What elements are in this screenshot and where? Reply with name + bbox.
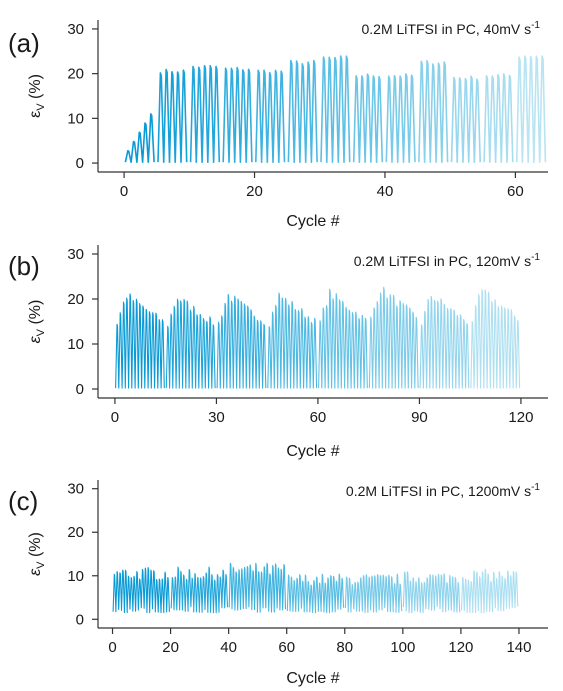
x-tick-label: 40 [220, 639, 237, 656]
series-segment-1 [112, 567, 170, 614]
x-tick-label: 0 [111, 409, 119, 426]
series-segment-6 [287, 59, 318, 163]
x-tick-label: 90 [411, 409, 428, 426]
series-segment-3 [216, 293, 267, 389]
x-tick-label: 20 [162, 639, 179, 656]
y-tick-label: 0 [76, 611, 84, 628]
series-segment-9 [385, 73, 416, 163]
chart-panel-b: 0 10 20 30 0 30 60 90 120 Cycle # εV (%) (b) 0.2M Li… [8, 245, 548, 460]
series-segment-3 [228, 562, 287, 613]
y-axis-title: εV (%) [27, 300, 47, 344]
y-tick-label: 20 [67, 291, 84, 308]
x-tick-label: 0 [108, 639, 116, 656]
x-tick-label: 140 [506, 639, 531, 656]
series-segment-4 [267, 292, 318, 389]
data-traces [124, 55, 547, 163]
series-segment-13 [515, 55, 547, 163]
x-axis-title: Cycle # [286, 213, 339, 230]
chart-panel-c: 0 10 20 30 0 20 40 60 80 100 120 140 Cycle # εV (%) (c… [8, 480, 548, 687]
y-tick-label: 0 [76, 381, 84, 398]
data-traces [115, 286, 521, 389]
series-segment-7 [419, 295, 470, 389]
y-tick-label: 30 [67, 246, 84, 263]
condition-annotation: 0.2M LiTFSI in PC, 120mV s-1 [354, 252, 541, 269]
condition-annotation: 0.2M LiTFSI in PC, 1200mV s-1 [346, 482, 541, 499]
condition-annotation: 0.2M LiTFSI in PC, 40mV s-1 [361, 20, 540, 37]
panel-label: (a) [8, 28, 40, 58]
panel-label: (b) [8, 251, 40, 281]
x-tick-label: 60 [310, 409, 327, 426]
y-tick-label: 10 [67, 110, 84, 127]
x-tick-label: 120 [508, 409, 533, 426]
y-tick-label: 10 [67, 568, 84, 585]
y-tick-label: 10 [67, 336, 84, 353]
series-segment-6 [402, 571, 461, 614]
y-tick-label: 30 [67, 21, 84, 38]
x-tick-label: 40 [377, 183, 394, 200]
x-axis-title: Cycle # [286, 670, 339, 687]
series-segment-2 [170, 566, 229, 614]
x-tick-label: 100 [390, 639, 415, 656]
x-tick-label: 120 [448, 639, 473, 656]
series-segment-5 [344, 573, 403, 613]
series-segment-7 [460, 568, 519, 614]
series-segment-7 [320, 55, 351, 163]
series-segment-4 [286, 573, 345, 614]
series-segment-11 [450, 75, 481, 163]
x-tick-label: 60 [278, 639, 295, 656]
series-segment-1 [124, 113, 155, 163]
series-segment-10 [418, 59, 449, 163]
series-segment-1 [115, 293, 165, 389]
series-segment-12 [483, 73, 514, 163]
series-segment-4 [222, 66, 253, 163]
series-segment-6 [368, 286, 419, 389]
chart-panel-a: 0 10 20 30 0 20 40 60 Cycle # εV (%) (a) 0.2M LiTFS… [8, 20, 548, 230]
x-tick-label: 30 [208, 409, 225, 426]
series-segment-8 [470, 289, 521, 389]
y-axis-title: εV (%) [27, 532, 47, 576]
x-tick-label: 0 [120, 183, 128, 200]
series-segment-2 [165, 298, 216, 389]
panel-label: (c) [8, 486, 38, 516]
x-tick-label: 60 [507, 183, 524, 200]
y-tick-label: 30 [67, 481, 84, 498]
y-tick-label: 20 [67, 66, 84, 83]
y-tick-label: 20 [67, 524, 84, 541]
series-segment-2 [157, 68, 188, 163]
series-segment-5 [318, 288, 368, 389]
x-tick-label: 80 [336, 639, 353, 656]
y-axis-title: εV (%) [27, 74, 47, 118]
x-axis-title: Cycle # [286, 443, 339, 460]
x-tick-label: 20 [246, 183, 263, 200]
series-segment-8 [352, 73, 384, 163]
series-segment-3 [189, 64, 221, 163]
series-segment-5 [255, 69, 286, 163]
y-tick-label: 0 [76, 155, 84, 172]
data-traces [112, 562, 519, 614]
